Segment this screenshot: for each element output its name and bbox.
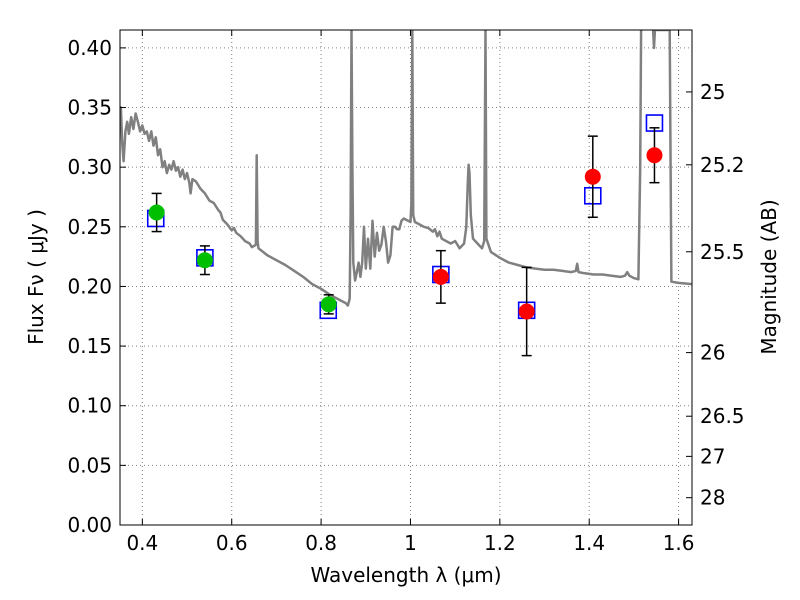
plot-frame — [119, 29, 693, 526]
y2-tick-label: 27 — [700, 444, 725, 468]
y-tick-label: 0.25 — [67, 215, 112, 239]
x-tick-label: 0.6 — [216, 531, 248, 555]
optical-photometry-point — [320, 296, 337, 313]
sed-template-line — [651, 30, 692, 286]
y-tick-label: 0.30 — [67, 155, 112, 179]
y-tick-label: 0.10 — [67, 394, 112, 418]
nir-photometry-point — [432, 268, 449, 285]
y-tick-label: 0.00 — [67, 513, 112, 537]
sed-template-curve — [120, 30, 692, 307]
nir-photometry-point — [518, 303, 535, 320]
photometry-markers — [146, 114, 664, 357]
x-axis-label: Wavelength λ (μm) — [310, 563, 501, 587]
y-tick-label: 0.15 — [67, 334, 112, 358]
x-tick-label: 1.6 — [663, 531, 695, 555]
y-axis-label: Flux Fν ( μJy ) — [24, 209, 48, 345]
y2-tick-label: 25 — [700, 80, 725, 104]
nir-photometry-point — [646, 147, 663, 164]
x-tick-label: 1 — [404, 531, 417, 555]
x-tick-label: 1.4 — [573, 531, 605, 555]
x-tick-label: 1.2 — [484, 531, 516, 555]
optical-photometry-point — [196, 252, 213, 269]
y-tick-label: 0.20 — [67, 274, 112, 298]
y2-tick-label: 28 — [700, 486, 725, 510]
axis-ticks: 0.4 0.6 0.8 1 1.2 1.4 1.6 0.00 0.05 0.10 0.15 0.20 0… — [67, 30, 745, 555]
secondary-y-axis-label: Magnitude (AB) — [757, 199, 781, 354]
y-tick-label: 0.35 — [67, 96, 112, 120]
y2-tick-label: 25.2 — [700, 153, 745, 177]
y2-tick-label: 25.5 — [700, 240, 745, 264]
y-tick-label: 0.40 — [67, 36, 112, 60]
y2-tick-label: 26 — [700, 341, 725, 365]
nir-photometry-point — [584, 168, 601, 185]
optical-photometry-point — [148, 204, 165, 221]
sed-template-line — [120, 30, 643, 307]
y2-tick-label: 26.5 — [700, 404, 745, 428]
x-tick-label: 0.4 — [126, 531, 158, 555]
x-tick-label: 0.8 — [305, 531, 337, 555]
y-tick-label: 0.05 — [67, 453, 112, 477]
